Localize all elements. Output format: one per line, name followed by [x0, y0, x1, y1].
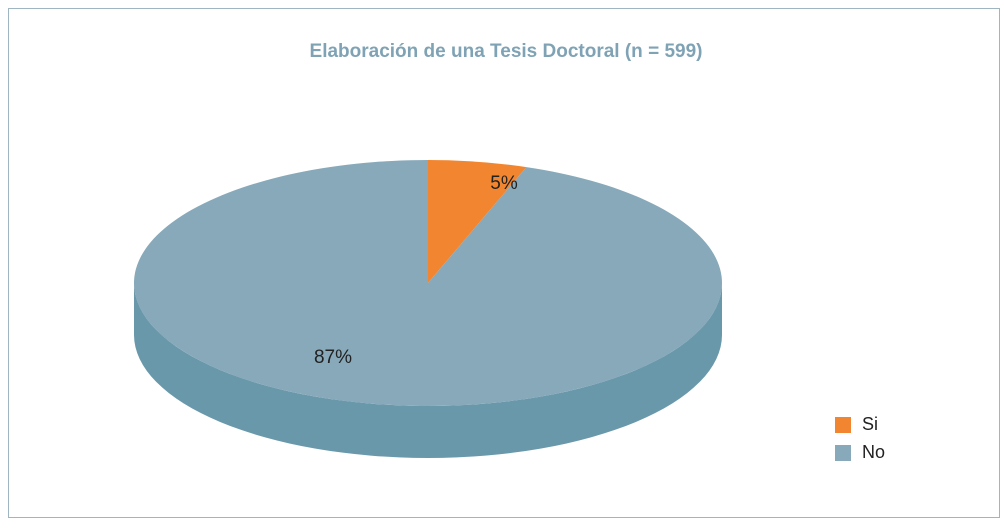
pie-side: [134, 283, 722, 458]
legend-label: No: [862, 442, 885, 462]
legend-swatch: [835, 417, 851, 433]
data-label: 5%: [490, 173, 518, 194]
chart-title: Elaboración de una Tesis Doctoral (n = 5…: [310, 41, 703, 62]
pie-slice: [428, 160, 527, 283]
pie-slice: [133, 160, 722, 406]
legend-label: Si: [862, 414, 878, 434]
legend-swatch: [835, 445, 851, 461]
data-label: 87%: [314, 347, 352, 368]
